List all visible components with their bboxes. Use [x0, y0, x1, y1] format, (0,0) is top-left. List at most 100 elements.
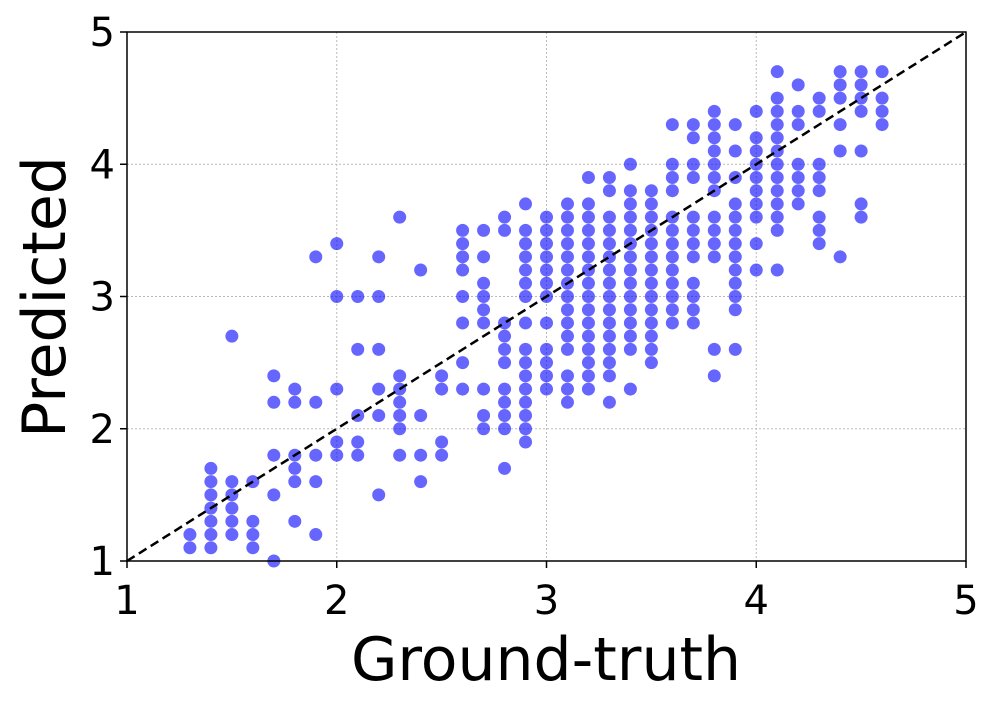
point	[435, 448, 449, 462]
point	[560, 290, 574, 303]
point	[791, 197, 805, 211]
point	[351, 342, 365, 356]
point	[183, 541, 197, 555]
point	[602, 184, 616, 198]
point	[728, 237, 742, 251]
point	[560, 316, 574, 330]
point	[309, 528, 323, 542]
point	[623, 329, 637, 343]
point	[581, 237, 595, 251]
point	[519, 263, 533, 277]
point	[540, 369, 553, 383]
point	[623, 157, 637, 171]
point	[728, 144, 742, 158]
point	[519, 356, 533, 370]
point	[498, 395, 512, 409]
point	[791, 170, 805, 184]
point	[854, 78, 868, 92]
point	[749, 104, 763, 118]
point	[288, 382, 302, 396]
point	[665, 184, 679, 198]
point	[833, 118, 847, 132]
point	[623, 250, 637, 264]
point	[498, 316, 512, 330]
point	[581, 329, 595, 343]
point	[456, 382, 470, 396]
point	[728, 263, 742, 277]
point	[707, 210, 721, 224]
point	[456, 290, 470, 303]
point	[560, 342, 574, 356]
point	[770, 65, 784, 79]
point	[686, 223, 700, 237]
point	[644, 210, 658, 224]
point	[414, 475, 428, 489]
point	[393, 369, 407, 383]
point	[560, 329, 574, 343]
point	[707, 118, 721, 132]
point	[477, 223, 491, 237]
point	[686, 118, 700, 132]
point	[246, 541, 260, 555]
point	[581, 369, 595, 383]
point	[665, 223, 679, 237]
point	[519, 342, 533, 356]
point	[665, 290, 679, 303]
point	[707, 104, 721, 118]
point	[602, 276, 616, 290]
point	[330, 290, 344, 303]
point	[665, 170, 679, 184]
point	[812, 91, 826, 105]
point	[644, 276, 658, 290]
point	[372, 290, 386, 303]
point	[833, 144, 847, 158]
point	[288, 395, 302, 409]
point	[351, 290, 365, 303]
point	[644, 316, 658, 330]
point	[204, 514, 218, 528]
point	[393, 448, 407, 462]
point	[519, 409, 533, 423]
point	[519, 290, 533, 303]
point	[644, 197, 658, 211]
point	[560, 223, 574, 237]
point	[581, 290, 595, 303]
point	[414, 448, 428, 462]
point	[540, 210, 553, 224]
point	[665, 237, 679, 251]
point	[560, 263, 574, 277]
y-tick-label: 2	[90, 407, 115, 453]
x-tick-label: 4	[744, 578, 769, 624]
point	[540, 237, 553, 251]
x-tick-label: 5	[953, 578, 978, 624]
point	[623, 210, 637, 224]
point	[456, 237, 470, 251]
point	[728, 290, 742, 303]
point	[770, 131, 784, 145]
point	[770, 223, 784, 237]
point	[602, 250, 616, 264]
point	[875, 91, 889, 105]
y-tick-label: 5	[90, 10, 115, 56]
point	[749, 237, 763, 251]
point	[602, 356, 616, 370]
point	[581, 303, 595, 317]
point	[477, 303, 491, 317]
point	[770, 118, 784, 132]
point	[498, 329, 512, 343]
point	[519, 276, 533, 290]
point	[519, 237, 533, 251]
point	[456, 263, 470, 277]
point	[707, 144, 721, 158]
point	[644, 237, 658, 251]
y-axis-label: Predicted	[10, 156, 80, 438]
point	[644, 184, 658, 198]
point	[309, 475, 323, 489]
point	[770, 91, 784, 105]
point	[498, 409, 512, 423]
point	[623, 184, 637, 198]
point	[665, 263, 679, 277]
point	[330, 382, 344, 396]
point	[749, 197, 763, 211]
point	[875, 104, 889, 118]
